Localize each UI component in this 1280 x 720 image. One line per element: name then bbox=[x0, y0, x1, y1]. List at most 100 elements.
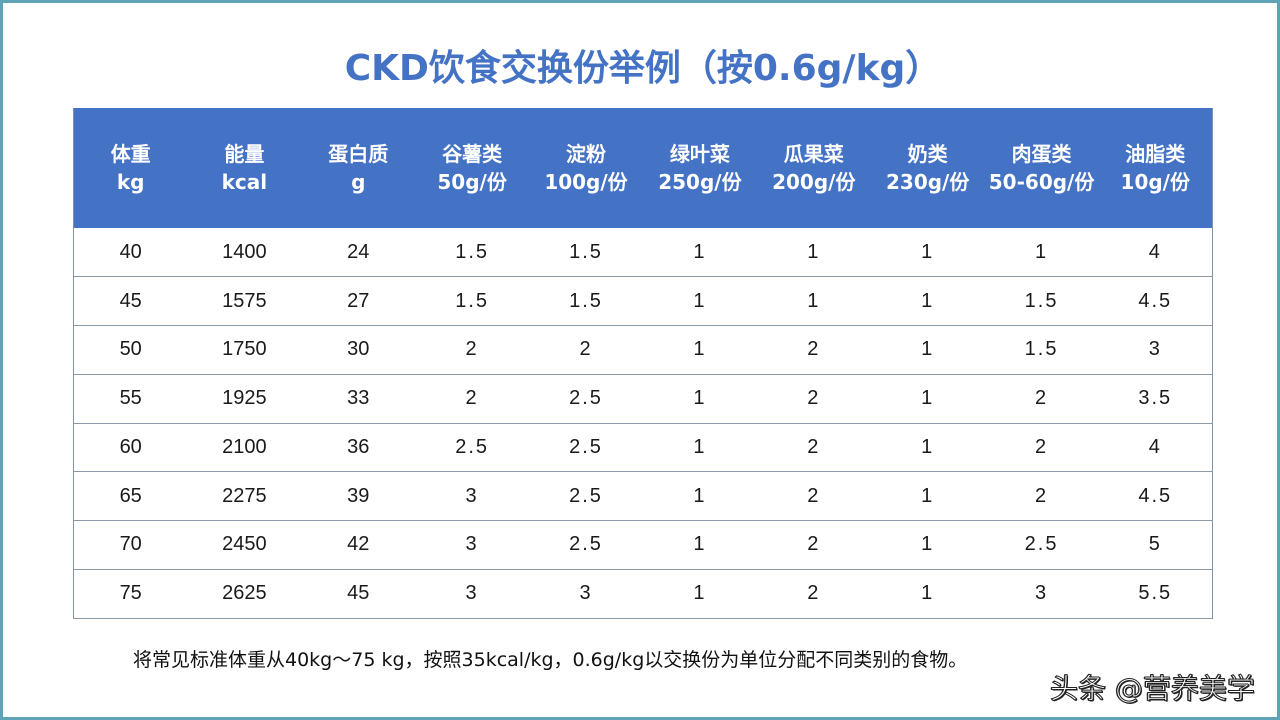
cell-protein: 33 bbox=[301, 374, 416, 424]
cell-protein: 27 bbox=[301, 276, 416, 326]
cell-dairy: 1 bbox=[870, 471, 985, 521]
cell-fats-oils: 3.5 bbox=[1098, 374, 1213, 424]
cell-leafy-greens: 1 bbox=[642, 276, 757, 326]
table-header: 体重 kg 能量 kcal 蛋白质 g 谷薯类 50g/份 淀粉 100g/份 绿叶菜 25… bbox=[73, 108, 1213, 228]
cell-starch: 1.5 bbox=[529, 276, 643, 326]
cell-protein: 36 bbox=[301, 423, 416, 473]
cell-melon-fruit-veg: 2 bbox=[756, 569, 871, 619]
cell-dairy: 1 bbox=[870, 520, 985, 570]
col-header-leafy-greens: 绿叶菜 250g/份 bbox=[643, 108, 757, 228]
cell-meat-egg: 2.5 bbox=[984, 520, 1099, 570]
col-header-label: 体重 bbox=[110, 142, 151, 166]
col-header-label: 绿叶菜 bbox=[669, 142, 730, 166]
cell-weight: 60 bbox=[73, 423, 188, 473]
table-row: 70 2450 42 3 2.5 1 2 1 2.5 5 bbox=[73, 520, 1213, 570]
slide-title: CKD饮食交换份举例（按0.6g/kg） bbox=[344, 48, 942, 89]
cell-starch: 2 bbox=[529, 325, 643, 375]
cell-melon-fruit-veg: 1 bbox=[756, 228, 871, 278]
cell-grains: 3 bbox=[415, 520, 530, 570]
col-header-unit: 250g/份 bbox=[658, 170, 742, 194]
cell-energy: 2450 bbox=[187, 520, 302, 570]
cell-leafy-greens: 1 bbox=[642, 325, 757, 375]
col-header-unit: 50-60g/份 bbox=[988, 170, 1095, 194]
col-header-unit: kg bbox=[116, 170, 145, 194]
cell-dairy: 1 bbox=[870, 228, 985, 278]
cell-grains: 1.5 bbox=[415, 276, 530, 326]
cell-protein: 30 bbox=[301, 325, 416, 375]
cell-weight: 55 bbox=[73, 374, 188, 424]
col-header-unit: 100g/份 bbox=[544, 170, 628, 194]
cell-leafy-greens: 1 bbox=[642, 228, 757, 278]
cell-melon-fruit-veg: 2 bbox=[756, 471, 871, 521]
cell-fats-oils: 4.5 bbox=[1098, 471, 1213, 521]
cell-meat-egg: 2 bbox=[984, 471, 1099, 521]
col-header-weight: 体重 kg bbox=[74, 108, 188, 228]
cell-leafy-greens: 1 bbox=[642, 423, 757, 473]
cell-energy: 2625 bbox=[187, 569, 302, 619]
cell-melon-fruit-veg: 2 bbox=[756, 325, 871, 375]
cell-dairy: 1 bbox=[870, 374, 985, 424]
cell-grains: 2 bbox=[415, 374, 530, 424]
watermark: 头条 @营养美学 bbox=[1050, 672, 1256, 706]
col-header-energy: 能量 kcal bbox=[187, 108, 301, 228]
cell-fats-oils: 5 bbox=[1098, 520, 1213, 570]
footnote: 将常见标准体重从40kg～75 kg，按照35kcal/kg，0.6g/kg以交… bbox=[133, 649, 968, 671]
cell-meat-egg: 1.5 bbox=[984, 276, 1099, 326]
cell-starch: 2.5 bbox=[529, 471, 643, 521]
cell-energy: 1400 bbox=[187, 228, 302, 278]
cell-grains: 1.5 bbox=[415, 228, 530, 278]
cell-starch: 2.5 bbox=[529, 520, 643, 570]
col-header-meat-egg: 肉蛋类 50-60g/份 bbox=[985, 108, 1099, 228]
cell-melon-fruit-veg: 1 bbox=[756, 276, 871, 326]
table-body: 40 1400 24 1.5 1.5 1 1 1 1 4 45 1575 27 … bbox=[73, 228, 1213, 619]
col-header-label: 淀粉 bbox=[566, 142, 606, 166]
col-header-label: 谷薯类 bbox=[442, 142, 503, 166]
cell-energy: 1750 bbox=[187, 325, 302, 375]
col-header-starch: 淀粉 100g/份 bbox=[529, 108, 643, 228]
cell-protein: 24 bbox=[301, 228, 416, 278]
cell-fats-oils: 5.5 bbox=[1098, 569, 1213, 619]
cell-grains: 3 bbox=[415, 569, 530, 619]
col-header-label: 蛋白质 bbox=[328, 142, 389, 166]
cell-melon-fruit-veg: 2 bbox=[756, 374, 871, 424]
cell-weight: 75 bbox=[73, 569, 188, 619]
table-row: 75 2625 45 3 3 1 2 1 3 5.5 bbox=[73, 569, 1213, 619]
col-header-unit: kcal bbox=[221, 170, 268, 194]
exchange-table: 体重 kg 能量 kcal 蛋白质 g 谷薯类 50g/份 淀粉 100g/份 绿叶菜 25… bbox=[73, 108, 1213, 619]
col-header-label: 瓜果菜 bbox=[783, 142, 844, 166]
cell-weight: 40 bbox=[73, 228, 188, 278]
cell-grains: 2.5 bbox=[415, 423, 530, 473]
cell-meat-egg: 1 bbox=[984, 228, 1099, 278]
cell-starch: 3 bbox=[529, 569, 643, 619]
exchange-table-container: 体重 kg 能量 kcal 蛋白质 g 谷薯类 50g/份 淀粉 100g/份 绿叶菜 25… bbox=[73, 108, 1213, 619]
cell-protein: 39 bbox=[301, 471, 416, 521]
cell-grains: 2 bbox=[415, 325, 530, 375]
cell-energy: 1925 bbox=[187, 374, 302, 424]
cell-energy: 2275 bbox=[187, 471, 302, 521]
cell-dairy: 1 bbox=[870, 423, 985, 473]
col-header-unit: 50g/份 bbox=[437, 170, 507, 194]
cell-dairy: 1 bbox=[870, 569, 985, 619]
cell-fats-oils: 4.5 bbox=[1098, 276, 1213, 326]
cell-starch: 2.5 bbox=[529, 423, 643, 473]
cell-grains: 3 bbox=[415, 471, 530, 521]
cell-meat-egg: 2 bbox=[984, 374, 1099, 424]
table-row: 55 1925 33 2 2.5 1 2 1 2 3.5 bbox=[73, 374, 1213, 424]
col-header-unit: g bbox=[351, 170, 366, 194]
cell-fats-oils: 4 bbox=[1098, 423, 1213, 473]
cell-meat-egg: 2 bbox=[984, 423, 1099, 473]
col-header-label: 能量 bbox=[224, 142, 265, 166]
col-header-unit: 10g/份 bbox=[1120, 170, 1190, 194]
table-row: 50 1750 30 2 2 1 2 1 1.5 3 bbox=[73, 325, 1213, 375]
col-header-grains: 谷薯类 50g/份 bbox=[415, 108, 529, 228]
cell-fats-oils: 3 bbox=[1098, 325, 1213, 375]
col-header-fats-oils: 油脂类 10g/份 bbox=[1099, 108, 1213, 228]
table-row: 60 2100 36 2.5 2.5 1 2 1 2 4 bbox=[73, 423, 1213, 473]
cell-leafy-greens: 1 bbox=[642, 471, 757, 521]
col-header-label: 油脂类 bbox=[1125, 142, 1186, 166]
cell-meat-egg: 3 bbox=[984, 569, 1099, 619]
col-header-unit: 200g/份 bbox=[772, 170, 856, 194]
cell-meat-egg: 1.5 bbox=[984, 325, 1099, 375]
cell-starch: 2.5 bbox=[529, 374, 643, 424]
